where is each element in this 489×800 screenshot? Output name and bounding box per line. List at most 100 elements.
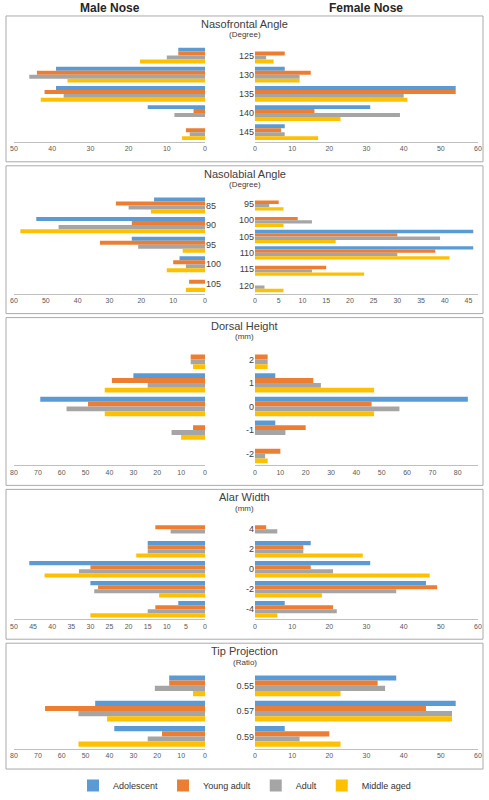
svg-text:Tip Projection: Tip Projection: [211, 645, 278, 657]
svg-text:Male Nose: Male Nose: [80, 1, 140, 15]
svg-text:20: 20: [125, 145, 133, 152]
svg-text:30: 30: [393, 297, 401, 304]
svg-text:0: 0: [203, 623, 207, 630]
svg-text:20: 20: [302, 469, 310, 476]
svg-text:10: 10: [169, 297, 177, 304]
svg-text:10: 10: [276, 469, 284, 476]
svg-text:10: 10: [299, 297, 307, 304]
svg-text:50: 50: [378, 469, 386, 476]
svg-text:20: 20: [325, 623, 333, 630]
svg-text:50: 50: [10, 623, 18, 630]
svg-text:(Degree): (Degree): [229, 30, 261, 39]
svg-text:0.55: 0.55: [236, 681, 254, 691]
svg-text:95: 95: [244, 199, 254, 209]
svg-text:30: 30: [106, 297, 114, 304]
svg-text:Female Nose: Female Nose: [329, 1, 403, 15]
svg-text:50: 50: [437, 623, 445, 630]
svg-text:50: 50: [42, 297, 50, 304]
svg-text:10: 10: [177, 469, 185, 476]
svg-text:0.57: 0.57: [236, 706, 254, 716]
svg-text:(Degree): (Degree): [229, 180, 261, 189]
svg-text:50: 50: [437, 752, 445, 759]
svg-text:80: 80: [10, 752, 18, 759]
svg-text:Dorsal Height: Dorsal Height: [211, 320, 278, 332]
svg-text:-2: -2: [246, 584, 254, 594]
svg-text:30: 30: [87, 623, 95, 630]
svg-text:10: 10: [177, 752, 185, 759]
svg-text:5: 5: [277, 297, 281, 304]
svg-text:90: 90: [206, 220, 216, 230]
svg-text:1: 1: [249, 378, 254, 388]
svg-text:50: 50: [437, 145, 445, 152]
svg-text:2: 2: [249, 544, 254, 554]
svg-text:5: 5: [184, 623, 188, 630]
svg-text:0: 0: [253, 297, 257, 304]
svg-text:115: 115: [240, 264, 254, 274]
svg-text:-4: -4: [246, 604, 254, 614]
svg-text:0: 0: [203, 469, 207, 476]
svg-text:140: 140: [239, 108, 254, 118]
svg-text:20: 20: [346, 297, 354, 304]
svg-text:0: 0: [253, 145, 257, 152]
svg-text:70: 70: [34, 752, 42, 759]
svg-text:0: 0: [203, 752, 207, 759]
svg-text:0: 0: [253, 752, 257, 759]
svg-text:10: 10: [163, 145, 171, 152]
svg-text:20: 20: [125, 623, 133, 630]
svg-text:35: 35: [67, 623, 75, 630]
svg-text:0: 0: [203, 297, 207, 304]
svg-text:25: 25: [370, 297, 378, 304]
svg-text:40: 40: [48, 145, 56, 152]
svg-text:95: 95: [206, 240, 216, 250]
svg-text:85: 85: [206, 201, 216, 211]
svg-text:2: 2: [249, 355, 254, 365]
svg-text:35: 35: [417, 297, 425, 304]
svg-text:Nasolabial Angle: Nasolabial Angle: [204, 168, 286, 180]
svg-text:110: 110: [240, 248, 254, 258]
svg-text:60: 60: [10, 297, 18, 304]
svg-text:100: 100: [239, 215, 254, 225]
svg-text:30: 30: [363, 623, 371, 630]
svg-text:40: 40: [400, 623, 408, 630]
svg-text:0: 0: [249, 564, 254, 574]
svg-text:Adolescent: Adolescent: [113, 781, 158, 791]
svg-text:120: 120: [239, 281, 254, 291]
svg-text:45: 45: [465, 297, 473, 304]
svg-text:70: 70: [34, 469, 42, 476]
svg-text:0: 0: [249, 402, 254, 412]
svg-text:10: 10: [288, 752, 296, 759]
svg-text:10: 10: [163, 623, 171, 630]
svg-text:15: 15: [144, 623, 152, 630]
svg-text:25: 25: [106, 623, 114, 630]
svg-text:Alar Width: Alar Width: [219, 491, 270, 503]
svg-text:0.59: 0.59: [236, 732, 254, 742]
svg-text:20: 20: [325, 145, 333, 152]
svg-text:105: 105: [206, 279, 221, 289]
svg-text:40: 40: [106, 469, 114, 476]
svg-text:Nasofrontal Angle: Nasofrontal Angle: [201, 18, 288, 30]
svg-text:30: 30: [129, 752, 137, 759]
svg-text:50: 50: [10, 145, 18, 152]
svg-text:0: 0: [253, 469, 257, 476]
svg-text:40: 40: [48, 623, 56, 630]
svg-text:30: 30: [129, 469, 137, 476]
svg-text:30: 30: [363, 145, 371, 152]
svg-text:50: 50: [82, 469, 90, 476]
svg-text:40: 40: [441, 297, 449, 304]
svg-text:100: 100: [206, 259, 221, 269]
svg-text:10: 10: [288, 145, 296, 152]
svg-text:40: 40: [106, 752, 114, 759]
svg-text:60: 60: [474, 752, 482, 759]
svg-text:45: 45: [29, 623, 37, 630]
svg-text:20: 20: [325, 752, 333, 759]
svg-text:60: 60: [58, 752, 66, 759]
svg-text:60: 60: [403, 469, 411, 476]
svg-text:145: 145: [239, 127, 254, 137]
svg-text:135: 135: [239, 89, 254, 99]
svg-text:30: 30: [363, 752, 371, 759]
svg-text:20: 20: [137, 297, 145, 304]
svg-text:(mm): (mm): [235, 504, 254, 513]
svg-text:0: 0: [203, 145, 207, 152]
svg-text:4: 4: [249, 524, 254, 534]
svg-text:80: 80: [454, 469, 462, 476]
